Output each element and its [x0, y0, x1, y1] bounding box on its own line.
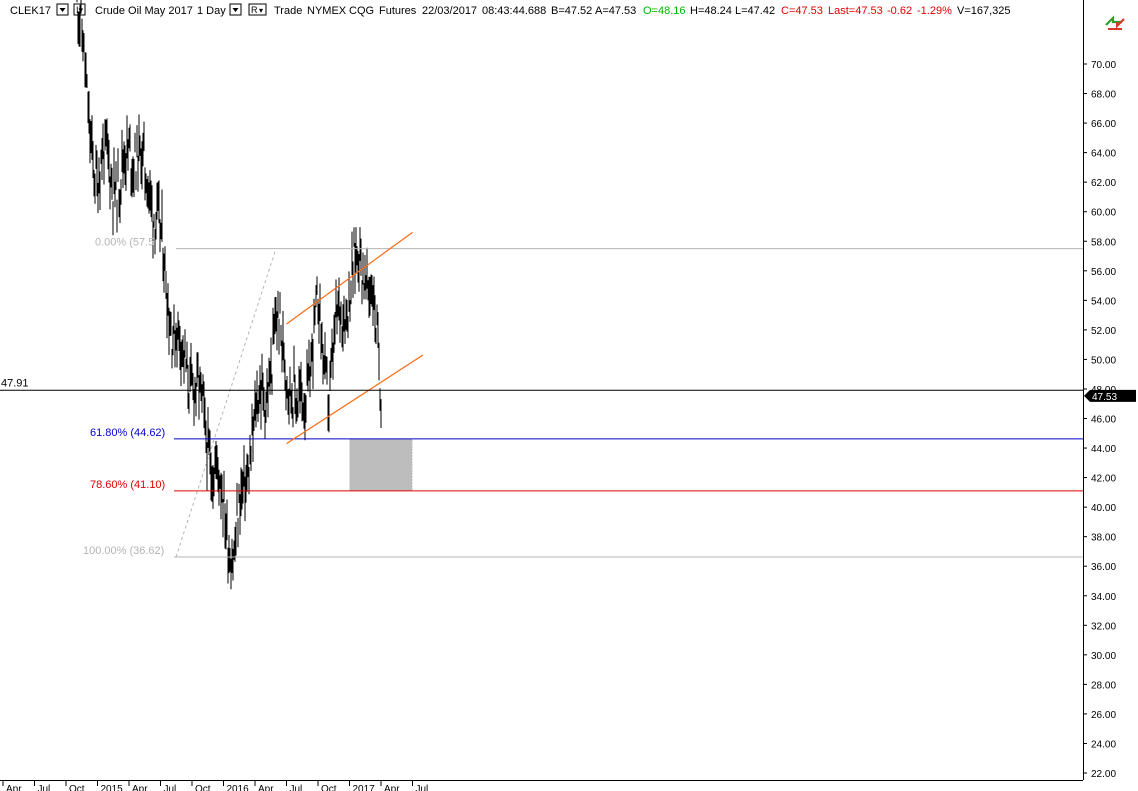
x-tick-label: Jul [164, 784, 177, 791]
y-tick-label: 34.00 [1091, 592, 1116, 603]
y-tick-label: 64.00 [1091, 149, 1116, 160]
interval-label[interactable]: 1 Day [197, 5, 226, 17]
y-tick-label: 38.00 [1091, 533, 1116, 544]
last-value: Last=47.53 [828, 5, 883, 17]
fib-level-label: 78.60% (41.10) [90, 479, 165, 491]
mode-dropdown-label: R [251, 5, 258, 15]
open-value: O=48.16 [643, 5, 686, 17]
horizontal-level-label: 47.91 [1, 377, 29, 389]
y-tick-label: 24.00 [1091, 739, 1116, 750]
quote-type: Trade [274, 5, 302, 17]
category-label: Futures [379, 5, 417, 17]
channel-lower-line[interactable] [286, 354, 424, 445]
exchange-label: NYMEX [307, 5, 347, 17]
high-value: H=48.24 [690, 5, 732, 17]
price-bars-layer [76, 0, 382, 590]
x-tick-label: Jul [416, 784, 429, 791]
x-tick-label: Apr [258, 784, 274, 791]
ask-value: A=47.53 [595, 5, 636, 17]
y-tick-label: 30.00 [1091, 651, 1116, 662]
x-tick-label: Apr [6, 784, 22, 791]
y-tick-label: 52.00 [1091, 326, 1116, 337]
y-tick-label: 46.00 [1091, 415, 1116, 426]
last-price-marker [1084, 389, 1136, 402]
x-tick-label: Oct [321, 784, 337, 791]
y-tick-label: 68.00 [1091, 90, 1116, 101]
x-tick-label: Jul [38, 784, 51, 791]
y-tick-label: 32.00 [1091, 621, 1116, 632]
x-tick-label: Oct [195, 784, 211, 791]
change-pct-value: -1.29% [917, 5, 952, 17]
y-tick-label: 66.00 [1091, 119, 1116, 130]
x-tick-label: Apr [132, 784, 148, 791]
mode-dropdown-icon[interactable] [248, 3, 267, 16]
y-tick-label: 42.00 [1091, 474, 1116, 485]
x-tick-label: 2015 [101, 784, 124, 791]
y-tick-label: 36.00 [1091, 562, 1116, 573]
y-tick-label: 26.00 [1091, 710, 1116, 721]
change-value: -0.62 [887, 5, 912, 17]
overlay-layer: 0.00% (57.5 61.80% (44.62) 78.60% (41.10) 1… [0, 231, 1136, 558]
y-tick-label: 28.00 [1091, 680, 1116, 691]
y-tick-label: 44.00 [1091, 444, 1116, 455]
symbol-label[interactable]: CLEK17 [10, 5, 51, 17]
arrows-cycle-icon[interactable] [1105, 15, 1125, 30]
x-tick-label: Jul [290, 784, 303, 791]
y-tick-label: 70.00 [1091, 60, 1116, 71]
channel-upper-line[interactable] [286, 231, 413, 325]
volume-value: V=167,325 [957, 5, 1011, 17]
fib-level-label: 0.00% (57.5 [95, 237, 154, 249]
low-value: L=47.42 [735, 5, 775, 17]
axis-ticks: 70.00 68.00 66.00 64.00 62.00 60.00 58.00 56.00… [2, 60, 1116, 791]
svg-text:▾: ▾ [259, 6, 263, 15]
x-tick-label: 2016 [227, 784, 250, 791]
target-zone-layer [349, 438, 413, 491]
last-price-label: 47.53 [1092, 392, 1117, 403]
quote-time: 08:43:44.688 [482, 5, 546, 17]
y-tick-label: 50.00 [1091, 355, 1116, 366]
close-value: C=47.53 [781, 5, 823, 17]
x-tick-label: 2017 [353, 784, 376, 791]
y-tick-label: 54.00 [1091, 296, 1116, 307]
x-tick-label: Apr [384, 784, 400, 791]
x-tick-label: Oct [69, 784, 85, 791]
fib-level-label: 100.00% (36.62) [83, 545, 164, 557]
fib-level-label: 61.80% (44.62) [90, 427, 165, 439]
contract-description: Crude Oil May 2017 [95, 5, 193, 17]
fib-anchor-line[interactable] [175, 248, 277, 558]
bid-value: B=47.52 [551, 5, 592, 17]
y-tick-label: 60.00 [1091, 208, 1116, 219]
target-zone-box [349, 438, 413, 491]
feed-label: CQG [349, 5, 374, 17]
y-tick-label: 58.00 [1091, 237, 1116, 248]
quote-date: 22/03/2017 [422, 5, 477, 17]
y-tick-label: 22.00 [1091, 769, 1116, 780]
y-tick-label: 56.00 [1091, 267, 1116, 278]
y-tick-label: 62.00 [1091, 178, 1116, 189]
y-tick-label: 40.00 [1091, 503, 1116, 514]
